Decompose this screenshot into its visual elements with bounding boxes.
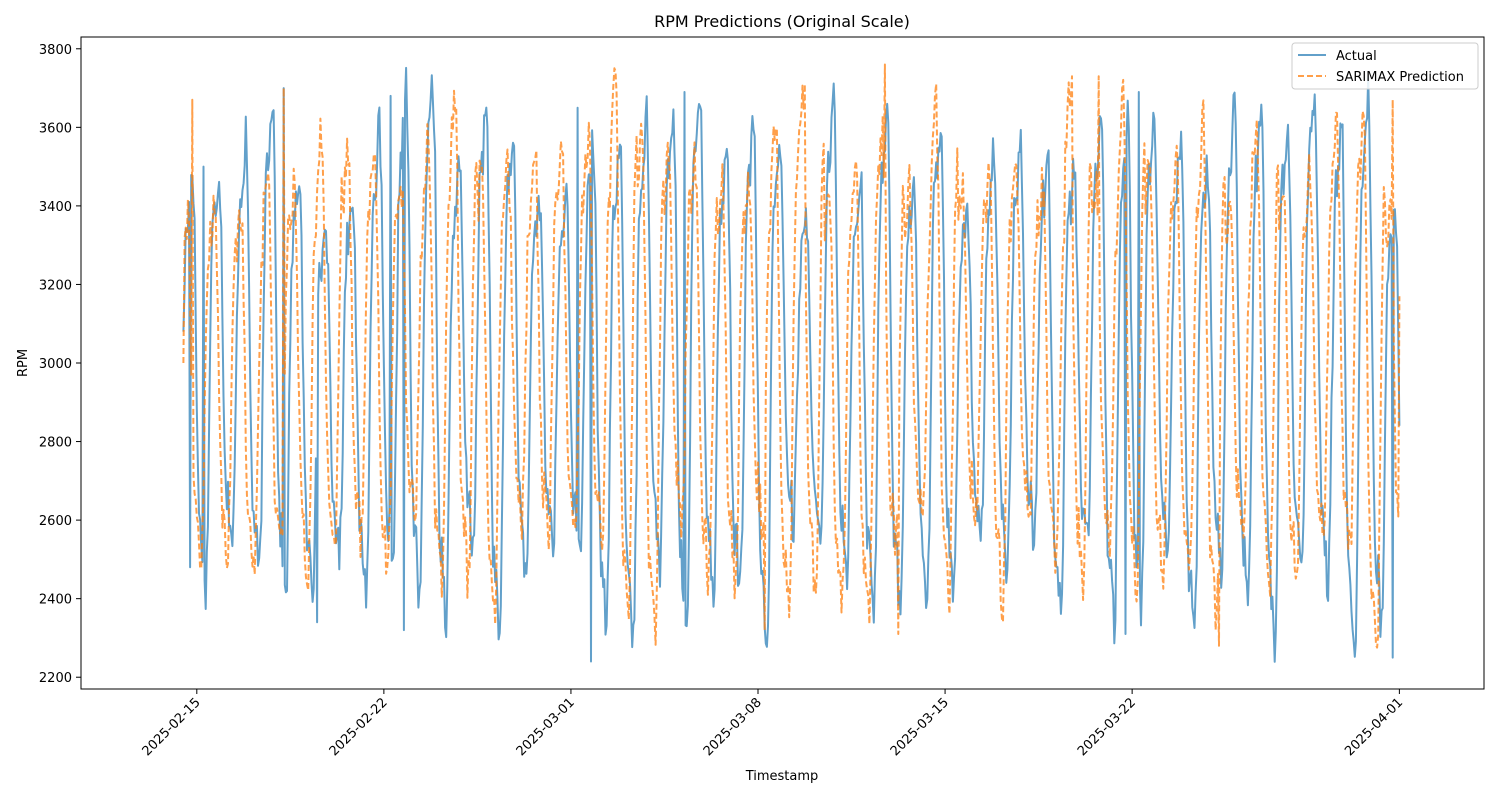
y-tick-label: 2600: [39, 514, 72, 529]
y-tick-label: 2800: [39, 436, 72, 451]
y-tick-label: 3600: [39, 121, 72, 136]
legend-box: [1291, 42, 1479, 90]
y-axis: 2200 2400 2600 2800 3000 3200 3400 3600 3800: [39, 43, 81, 686]
legend-label-actual: Actual: [1336, 49, 1377, 64]
y-tick-label: 2400: [39, 593, 72, 608]
chart-title: RPM Predictions (Original Scale): [654, 12, 910, 31]
x-axis-title: Timestamp: [745, 769, 819, 784]
legend-label-prediction: SARIMAX Prediction: [1336, 70, 1464, 85]
y-tick-label: 2200: [39, 671, 72, 686]
y-axis-title: RPM: [16, 349, 31, 377]
y-tick-label: 3000: [39, 357, 72, 372]
y-tick-label: 3200: [39, 278, 72, 293]
y-tick-label: 3400: [39, 200, 72, 215]
legend: Actual SARIMAX Prediction: [1291, 42, 1479, 90]
plot-lines: [182, 63, 1401, 663]
series-line-sarimax-prediction: [182, 63, 1401, 649]
y-tick-label: 3800: [39, 43, 72, 58]
